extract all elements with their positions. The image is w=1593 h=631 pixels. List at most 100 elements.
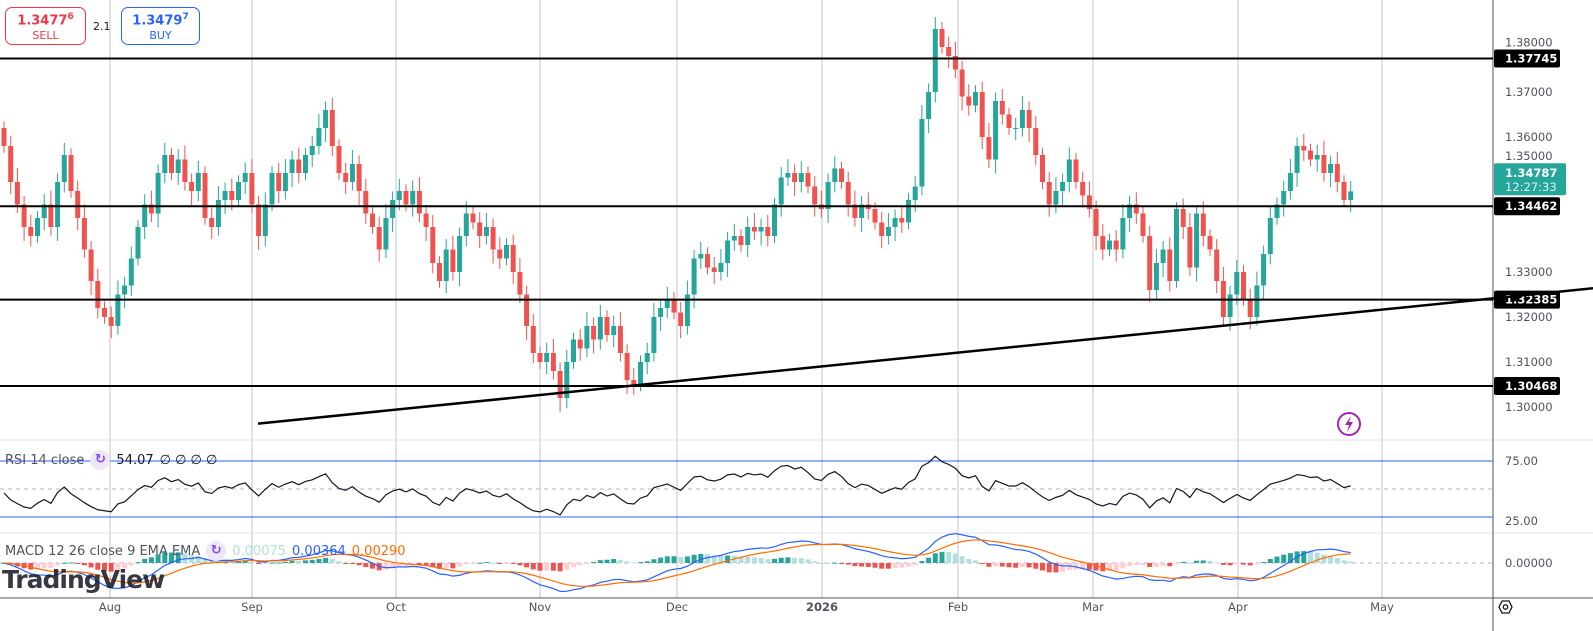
macd-histogram-bar xyxy=(1187,562,1193,564)
macd-histogram-bar xyxy=(1086,563,1092,570)
macd-histogram-bar xyxy=(597,560,603,563)
macd-histogram-bar xyxy=(1147,563,1153,568)
candle xyxy=(698,241,704,269)
candle-body xyxy=(1341,182,1347,200)
macd-histogram-bar xyxy=(88,563,94,568)
macd-histogram-bar xyxy=(1093,563,1099,571)
candle-body xyxy=(1274,204,1280,218)
macd-histogram-bar xyxy=(1167,563,1173,567)
sell-label: SELL xyxy=(32,29,59,43)
candle xyxy=(497,237,503,269)
macd-histogram-bar xyxy=(343,563,349,564)
sell-button[interactable]: 1.34776 SELL xyxy=(5,7,86,45)
candle-body xyxy=(262,204,268,236)
candle-body xyxy=(919,119,925,187)
macd-histogram-bar xyxy=(1227,563,1233,566)
macd-histogram-bar xyxy=(1060,563,1066,572)
sell-price: 1.3477 xyxy=(17,13,68,29)
macd-histogram-bar xyxy=(1120,563,1126,569)
candle xyxy=(1274,197,1280,225)
price-tick-label: 1.38000 xyxy=(1505,35,1553,49)
macd-legend[interactable]: MACD 12 26 close 9 EMA EMA ↻ 0.00075 0.0… xyxy=(5,541,406,561)
candle-body xyxy=(973,92,978,106)
buy-label: BUY xyxy=(149,29,172,43)
buy-button[interactable]: 1.34797 BUY xyxy=(121,7,200,45)
macd-histogram-bar xyxy=(785,557,791,563)
macd-histogram-bar xyxy=(691,554,697,563)
candle xyxy=(537,346,543,369)
price-level-tag xyxy=(1494,49,1560,68)
candle xyxy=(1013,117,1019,141)
macd-histogram-bar xyxy=(1040,563,1045,571)
candle xyxy=(758,218,764,246)
time-tick-label: Oct xyxy=(386,600,406,614)
candle xyxy=(571,332,576,369)
macd-histogram-bar xyxy=(611,559,617,563)
macd-histogram-bar xyxy=(1274,556,1280,563)
candle xyxy=(530,313,536,364)
rsi-legend[interactable]: RSI 14 close ↻ 54.07 ∅ ∅ ∅ ∅ xyxy=(5,450,217,470)
macd-histogram-bar xyxy=(269,562,275,564)
candle-body xyxy=(68,155,74,191)
candle-body xyxy=(1174,209,1179,281)
price-tick-label: 1.36000 xyxy=(1505,130,1553,144)
countdown-label: 12:27:33 xyxy=(1505,180,1557,194)
candle-body xyxy=(946,47,952,56)
candle xyxy=(289,150,295,187)
candle xyxy=(731,223,737,251)
macd-histogram-bar xyxy=(1160,563,1166,566)
candle xyxy=(885,213,891,245)
candle-body xyxy=(1254,285,1260,317)
candle-body xyxy=(61,155,67,182)
macd-histogram-bar xyxy=(262,563,268,565)
macd-histogram-bar xyxy=(497,563,503,564)
cycle-icon[interactable]: ↻ xyxy=(90,450,111,470)
candle xyxy=(396,178,402,211)
candle xyxy=(919,105,925,196)
candle xyxy=(845,171,851,217)
candle xyxy=(966,84,972,116)
candle xyxy=(577,329,583,361)
candle xyxy=(356,155,362,205)
candle-body xyxy=(1093,209,1099,236)
candle xyxy=(765,214,771,247)
candle xyxy=(303,148,308,180)
candle-body xyxy=(35,218,40,236)
macd-histogram-bar xyxy=(537,563,543,571)
candle xyxy=(993,92,999,174)
sell-pip: 6 xyxy=(67,12,74,22)
candle xyxy=(61,142,67,193)
candle-body xyxy=(1187,227,1193,268)
candle xyxy=(678,302,684,339)
candle xyxy=(142,194,148,240)
candle xyxy=(778,167,784,217)
macd-histogram-bar xyxy=(1308,551,1313,563)
candle-body xyxy=(812,186,818,205)
cycle-icon[interactable]: ↻ xyxy=(206,541,227,561)
macd-histogram-bar xyxy=(504,563,509,564)
lightning-icon xyxy=(1337,412,1361,436)
macd-histogram-bar xyxy=(711,555,717,563)
candle xyxy=(316,114,322,155)
candle-body xyxy=(122,285,128,295)
candle-body xyxy=(349,164,355,182)
price-level-tag xyxy=(1494,197,1560,216)
candle xyxy=(999,88,1005,125)
candle xyxy=(195,160,201,202)
candle xyxy=(242,162,248,195)
candle xyxy=(564,349,570,409)
macd-histogram-bar xyxy=(839,563,844,564)
candle xyxy=(175,149,181,186)
macd-histogram-bar xyxy=(1241,563,1246,565)
candle-body xyxy=(879,222,885,236)
candle-body xyxy=(48,204,54,227)
settings-icon-hex xyxy=(1498,600,1513,614)
candle xyxy=(745,216,751,258)
candle xyxy=(155,164,161,228)
time-tick-label: Sep xyxy=(241,600,263,614)
macd-histogram-bar xyxy=(1314,552,1320,563)
settings-icon[interactable] xyxy=(1498,600,1513,614)
candle-body xyxy=(256,204,262,236)
macd-signal-value: 0.00290 xyxy=(351,543,406,559)
